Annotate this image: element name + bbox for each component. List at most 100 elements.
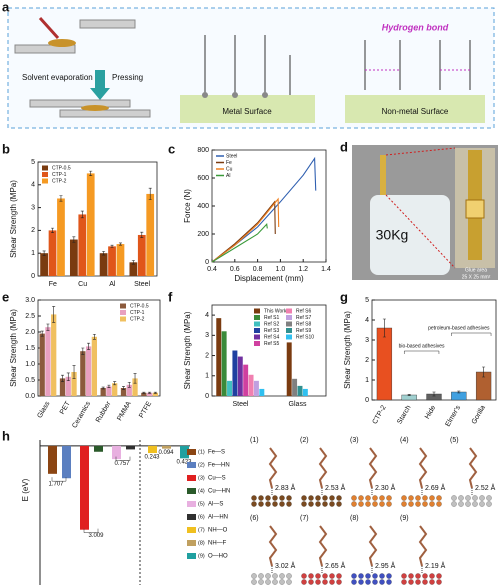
legend-label: Al <box>226 173 230 179</box>
legend-label: O—HO <box>208 554 228 560</box>
legend-label: Ref S3 <box>264 328 280 334</box>
atom <box>429 573 435 579</box>
legend-label: Al—S <box>208 502 223 508</box>
y-axis-label: Force (N) <box>183 189 192 223</box>
molecule <box>318 447 328 489</box>
error-bar <box>40 330 44 337</box>
atom <box>315 573 321 579</box>
y-tick-label: 5 <box>31 159 35 166</box>
bar <box>302 388 308 396</box>
distance-label: 2.19 Å <box>425 561 446 570</box>
y-tick-label: 4 <box>31 182 35 189</box>
atom <box>351 495 357 501</box>
surface-label: Non-metal Surface <box>382 107 449 116</box>
legend-swatch <box>286 321 292 327</box>
y-tick-label: 1 <box>31 250 35 257</box>
legend-label: Ref S9 <box>296 328 312 334</box>
error-bar <box>482 366 486 378</box>
bracket <box>115 456 131 461</box>
legend-label: Cu—HN <box>208 489 230 495</box>
distance-label: 2.53 Å <box>325 483 346 492</box>
bar <box>237 356 243 396</box>
legend-swatch <box>254 308 260 314</box>
atom <box>372 579 378 585</box>
legend-swatch <box>254 328 260 333</box>
legend-label: Fe <box>226 160 232 166</box>
legend-label: NH—O <box>208 528 228 534</box>
error-bar <box>52 306 56 323</box>
panel-label: d <box>340 139 348 154</box>
structure-label: (4) <box>400 437 409 444</box>
distance-label: 2.30 Å <box>375 483 396 492</box>
y-tick-label: 1 <box>365 377 369 384</box>
bracket <box>83 528 99 533</box>
atom <box>372 495 378 501</box>
atom <box>386 579 392 585</box>
y-tick-label: 2.0 <box>25 329 35 336</box>
bar <box>120 388 127 396</box>
atom <box>336 495 342 501</box>
atom <box>386 573 392 579</box>
bar <box>106 386 112 396</box>
legend-label: Ref S2 <box>264 321 280 327</box>
atom <box>422 579 428 585</box>
distance-label: 2.83 Å <box>275 483 296 492</box>
bar <box>126 445 135 450</box>
bar <box>292 378 298 396</box>
error-bar <box>59 195 63 202</box>
molecule <box>418 525 428 567</box>
atom <box>486 501 492 507</box>
atom <box>329 495 335 501</box>
bar <box>259 388 265 396</box>
structure-label: (9) <box>400 515 409 522</box>
legend-label: Ref S8 <box>296 321 312 327</box>
atom <box>265 495 271 501</box>
error-bar <box>407 394 411 396</box>
atom <box>279 579 285 585</box>
distance-label: 2.69 Å <box>425 483 446 492</box>
legend-label: CTP-1 <box>52 172 67 178</box>
legend-label: Ref S4 <box>264 334 280 340</box>
molecule <box>468 447 478 489</box>
legend-swatch <box>187 527 196 533</box>
x-tick-label: 0.4 <box>207 266 217 273</box>
atom <box>372 501 378 507</box>
atom <box>472 501 478 507</box>
bracket <box>51 477 67 482</box>
bar <box>162 445 171 449</box>
surface-label: Metal Surface <box>222 107 272 116</box>
annotation: bio-based adhesives <box>399 343 445 349</box>
atom <box>401 501 407 507</box>
legend-label: Fe—HN <box>208 463 230 469</box>
error-bar <box>432 391 436 397</box>
bar <box>126 384 132 396</box>
atom <box>351 501 357 507</box>
annotation: 0.423 <box>176 460 192 466</box>
distance-label: 2.65 Å <box>325 561 346 570</box>
y-tick-label: 3 <box>365 337 369 344</box>
bar <box>112 383 118 396</box>
legend-swatch <box>187 540 196 546</box>
y-axis-label: Shear Strength (MPa) <box>183 311 192 389</box>
atom <box>279 501 285 507</box>
atom <box>365 573 371 579</box>
atom <box>265 501 271 507</box>
structure-label: (2) <box>300 437 309 444</box>
legend-swatch <box>187 501 196 507</box>
atom <box>265 573 271 579</box>
bar <box>253 380 259 396</box>
weight-label: 30Kg <box>376 227 409 243</box>
legend-swatch <box>286 328 292 333</box>
bracket <box>451 332 492 336</box>
atom <box>429 501 435 507</box>
atom <box>429 579 435 585</box>
atom <box>458 495 464 501</box>
legend-swatch <box>254 341 260 346</box>
bar <box>221 331 227 396</box>
atom <box>329 573 335 579</box>
atom <box>272 573 278 579</box>
hbond-label: Hydrogen bond <box>382 22 449 32</box>
bar <box>112 445 121 460</box>
x-tick-label: PTFE <box>138 400 153 419</box>
step-label: Solvent evaporation <box>22 73 93 82</box>
